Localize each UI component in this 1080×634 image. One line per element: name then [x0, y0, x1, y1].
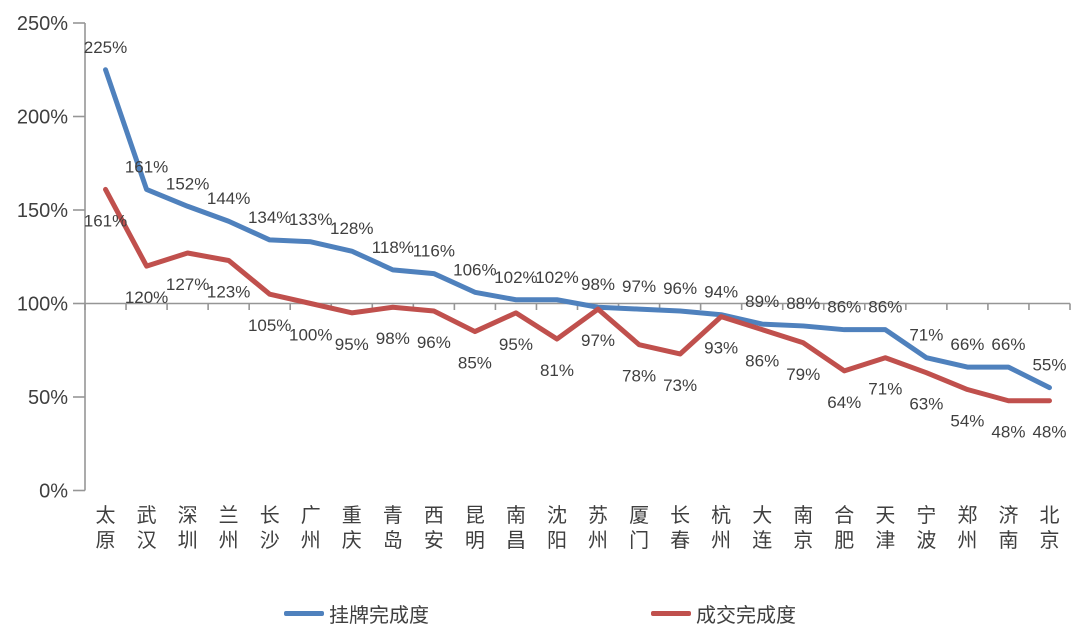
transaction-completion-line — [103, 186, 1052, 404]
y-axis-label: 200% — [17, 107, 68, 129]
data-point-label: 86% — [827, 298, 861, 317]
data-point-label: 96% — [663, 279, 697, 298]
y-axis-label: 0% — [39, 481, 68, 503]
data-point-label: 161% — [125, 157, 168, 176]
x-axis-label: 苏州 — [588, 504, 608, 552]
x-axis-label: 西安 — [424, 505, 444, 552]
data-point-label: 54% — [950, 412, 984, 431]
data-point-label: 106% — [453, 260, 496, 279]
data-point-label: 100% — [289, 326, 332, 345]
legend-line-blue-icon — [284, 610, 324, 616]
data-point-label: 48% — [1032, 423, 1066, 442]
legend-label-transaction-completion: 成交完成度 — [696, 604, 796, 627]
data-point-label: 161% — [84, 211, 127, 230]
x-axis-label: 天津 — [875, 505, 895, 552]
x-axis-label: 合肥 — [834, 504, 854, 552]
y-axis-label: 50% — [28, 387, 68, 409]
data-point-label: 102% — [535, 268, 578, 287]
data-point-label: 144% — [207, 189, 250, 208]
x-axis-label: 济南 — [998, 504, 1018, 552]
x-axis-label: 长沙 — [260, 504, 280, 552]
data-point-label: 98% — [581, 275, 615, 294]
x-axis-label: 长春 — [670, 504, 690, 552]
x-axis-label: 深圳 — [178, 504, 198, 552]
data-point-label: 94% — [704, 283, 738, 302]
data-point-label: 133% — [289, 210, 332, 229]
listing-completion-line — [103, 67, 1052, 391]
x-axis-label: 重庆 — [342, 504, 362, 552]
data-point-label: 118% — [372, 238, 414, 257]
legend-label-listing-completion: 挂牌完成度 — [329, 604, 429, 627]
data-point-label: 55% — [1032, 356, 1066, 375]
x-axis-label: 兰州 — [219, 504, 239, 552]
data-point-label: 71% — [909, 326, 943, 345]
x-axis-label: 北京 — [1039, 504, 1059, 552]
legend-item-transaction-completion: 成交完成度 — [651, 599, 796, 628]
data-point-label: 78% — [622, 367, 656, 386]
x-axis-label: 沈阳 — [547, 504, 567, 552]
data-point-label: 93% — [704, 339, 738, 358]
data-point-label: 105% — [248, 316, 291, 335]
data-point-label: 97% — [581, 331, 615, 350]
x-axis-label: 南昌 — [506, 504, 526, 552]
x-axis-label: 宁波 — [916, 504, 936, 552]
data-point-label: 85% — [458, 354, 492, 373]
x-axis-label: 青岛 — [383, 504, 403, 552]
line-chart: 0% 50% 100% 150% 200% 250% 太原武汉深圳兰州长沙广州重庆青岛西安昆… — [17, 13, 1071, 552]
data-point-label: 102% — [494, 268, 537, 287]
legend-item-listing-completion: 挂牌完成度 — [284, 599, 429, 628]
data-point-label: 95% — [335, 335, 369, 354]
data-point-label: 89% — [745, 292, 779, 311]
data-point-label: 97% — [622, 277, 656, 296]
legend-line-red-icon — [651, 610, 691, 616]
x-axis-label: 厦门 — [629, 505, 649, 552]
y-axis-label: 250% — [17, 13, 68, 35]
data-point-label: 123% — [207, 282, 250, 301]
x-axis-label: 杭州 — [711, 504, 731, 552]
data-point-label: 134% — [248, 208, 291, 227]
data-point-label: 86% — [868, 298, 902, 317]
y-axis-label: 150% — [17, 200, 68, 222]
x-axis-label: 昆明 — [465, 505, 485, 552]
data-point-label: 66% — [950, 335, 984, 354]
data-point-label: 128% — [330, 219, 373, 238]
data-point-label: 152% — [166, 174, 209, 193]
x-axis-label: 广州 — [301, 504, 321, 552]
data-point-label: 66% — [991, 335, 1025, 354]
data-point-label: 48% — [991, 423, 1025, 442]
data-point-label: 95% — [499, 335, 533, 354]
data-point-label: 64% — [827, 393, 861, 412]
data-point-label: 71% — [868, 380, 902, 399]
data-point-label: 116% — [413, 242, 455, 261]
data-point-label: 98% — [376, 329, 410, 348]
data-point-label: 63% — [909, 395, 943, 414]
data-point-label: 81% — [540, 361, 574, 380]
data-point-label: 127% — [166, 275, 209, 294]
data-point-label: 120% — [125, 288, 168, 307]
y-axis-label: 100% — [17, 294, 68, 316]
data-point-label: 96% — [417, 333, 451, 352]
chart-legend: 挂牌完成度 成交完成度 — [0, 598, 1080, 628]
x-axis-label: 郑州 — [957, 504, 977, 552]
x-axis-label: 太原 — [96, 504, 116, 552]
data-point-label: 86% — [745, 352, 779, 371]
x-axis-label: 武汉 — [137, 504, 157, 552]
data-point-label: 225% — [84, 38, 127, 57]
data-point-label: 79% — [786, 365, 820, 384]
x-axis-label: 南京 — [793, 504, 813, 552]
data-point-label: 73% — [663, 376, 697, 395]
x-axis-label: 大连 — [752, 504, 772, 552]
data-point-label: 88% — [786, 294, 820, 313]
